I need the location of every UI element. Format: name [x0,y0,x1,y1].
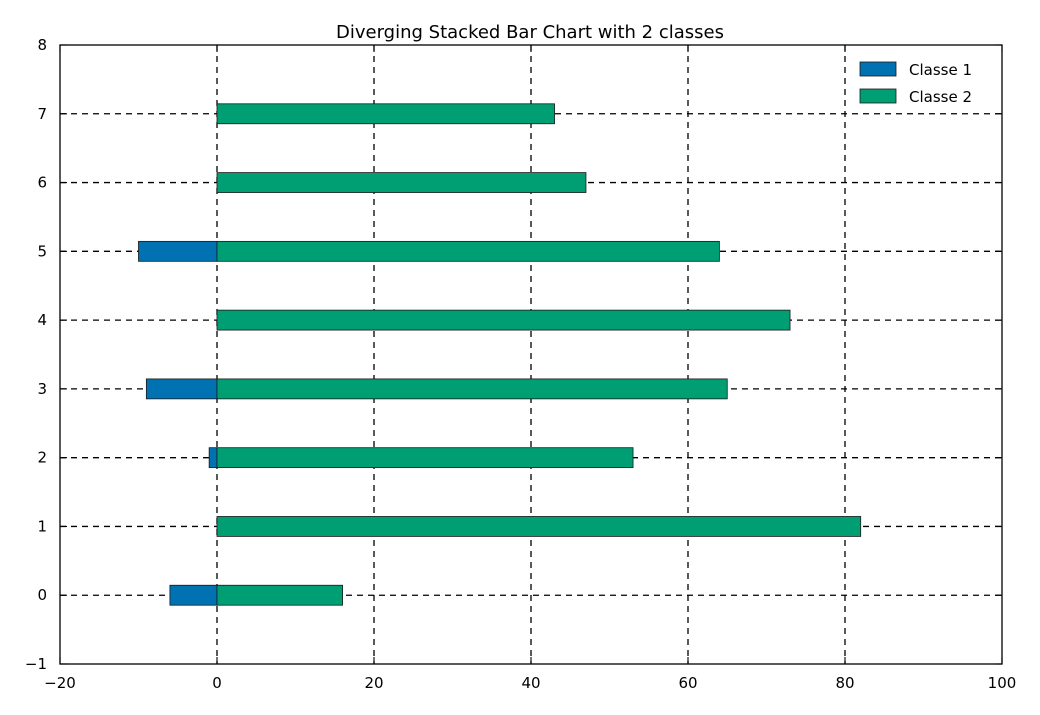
x-tick-label: 40 [521,674,540,692]
x-tick-label: 80 [835,674,854,692]
y-tick-label: 2 [37,449,47,467]
legend-swatch-1 [859,61,897,77]
y-tick-label: 6 [37,174,47,192]
bar-2-7 [216,103,555,125]
bar-2-4 [216,309,791,331]
bar-2-5 [216,240,720,262]
axis-ticks: −20 0 20 40 60 80 100 −1 0 1 2 3 4 5 6 7 8 [25,36,1016,692]
bar-1-0 [169,584,218,606]
bars [138,103,862,606]
bar-2-3 [216,378,728,400]
x-tick-label: 100 [988,674,1017,692]
bar-1-3 [145,378,218,400]
y-tick-label: −1 [25,655,47,673]
x-tick-label: 60 [678,674,697,692]
bar-2-0 [216,584,343,606]
legend-label-2: Classe 2 [909,88,972,106]
grid-lines [60,45,1002,664]
x-tick-label: −20 [44,674,76,692]
y-tick-label: 5 [37,242,47,260]
legend-label-1: Classe 1 [909,61,972,79]
legend-swatch-2 [859,88,897,104]
x-tick-label: 0 [212,674,222,692]
y-tick-label: 7 [37,105,47,123]
y-tick-label: 4 [37,311,47,329]
y-tick-label: 0 [37,586,47,604]
x-tick-label: 20 [364,674,383,692]
bar-1-5 [138,240,218,262]
y-tick-label: 3 [37,380,47,398]
legend: Classe 1 Classe 2 [859,61,972,106]
bar-2-1 [216,516,862,537]
y-tick-label: 8 [37,36,47,54]
y-tick-label: 1 [37,517,47,535]
bar-2-6 [216,172,587,193]
bar-1-2 [208,447,218,469]
bar-2-2 [216,447,634,469]
chart-title: Diverging Stacked Bar Chart with 2 class… [336,22,724,43]
